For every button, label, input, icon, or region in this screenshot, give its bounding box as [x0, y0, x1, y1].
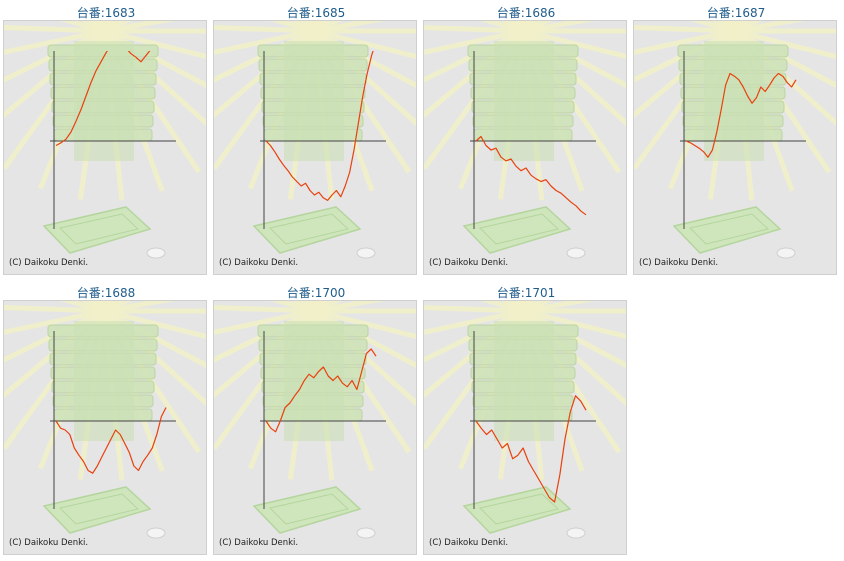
machine-number-title[interactable]: 台番:1685 — [286, 6, 346, 20]
graph-frame: (C) Daikoku Denki. — [213, 300, 417, 555]
machine-number-title[interactable]: 台番:1686 — [496, 6, 556, 20]
graph-frame: (C) Daikoku Denki. — [3, 300, 207, 555]
graph-frame: (C) Daikoku Denki. — [423, 300, 627, 555]
machine-number-title[interactable]: 台番:1700 — [286, 286, 346, 300]
graph-frame: (C) Daikoku Denki. — [423, 20, 627, 275]
series-line — [55, 51, 151, 147]
copyright-text: (C) Daikoku Denki. — [9, 538, 89, 548]
background-artwork — [214, 21, 416, 259]
graph-frame: (C) Daikoku Denki. — [213, 20, 417, 275]
series-line — [265, 51, 374, 201]
machine-number-title[interactable]: 台番:1687 — [706, 6, 766, 20]
graph-frame: (C) Daikoku Denki. — [633, 20, 837, 275]
background-artwork — [424, 301, 626, 539]
machine-number-title[interactable]: 台番:1701 — [496, 286, 556, 300]
series-line — [475, 395, 587, 503]
slot-graph-svg — [214, 21, 416, 259]
slot-graph-svg — [634, 21, 836, 259]
graph-cell: 台番:1701 (C) Daikoku Denki. — [420, 280, 632, 560]
background-artwork — [214, 301, 416, 539]
graph-cell: 台番:1687 (C) Daikoku Denki. — [630, 0, 842, 280]
background-artwork — [634, 21, 836, 259]
copyright-text: (C) Daikoku Denki. — [9, 258, 89, 268]
background-artwork — [4, 21, 206, 259]
graph-cell: 台番:1686 (C) Daikoku Denki. — [420, 0, 632, 280]
graph-cell: 台番:1685 (C) Daikoku Denki. — [210, 0, 422, 280]
background-artwork — [424, 21, 626, 259]
series-line — [55, 407, 167, 474]
machine-number-title[interactable]: 台番:1683 — [76, 6, 136, 20]
graph-cell: 台番:1683 (C) Daikoku Denki. — [0, 0, 212, 280]
copyright-text: (C) Daikoku Denki. — [429, 538, 509, 548]
background-artwork — [4, 301, 206, 539]
slot-graph-svg — [214, 301, 416, 539]
slot-graph-svg — [4, 301, 206, 539]
series-line — [265, 348, 377, 433]
graph-cell: 台番:1700 (C) Daikoku Denki. — [210, 280, 422, 560]
series-line — [685, 72, 797, 158]
slot-graph-svg — [4, 21, 206, 259]
series-line — [475, 135, 587, 216]
slot-graph-svg — [424, 301, 626, 539]
machine-number-title[interactable]: 台番:1688 — [76, 286, 136, 300]
slot-graph-svg — [424, 21, 626, 259]
graph-frame: (C) Daikoku Denki. — [3, 20, 207, 275]
copyright-text: (C) Daikoku Denki. — [219, 258, 299, 268]
copyright-text: (C) Daikoku Denki. — [219, 538, 299, 548]
copyright-text: (C) Daikoku Denki. — [639, 258, 719, 268]
graph-cell: 台番:1688 (C) Daikoku Denki. — [0, 280, 212, 560]
copyright-text: (C) Daikoku Denki. — [429, 258, 509, 268]
